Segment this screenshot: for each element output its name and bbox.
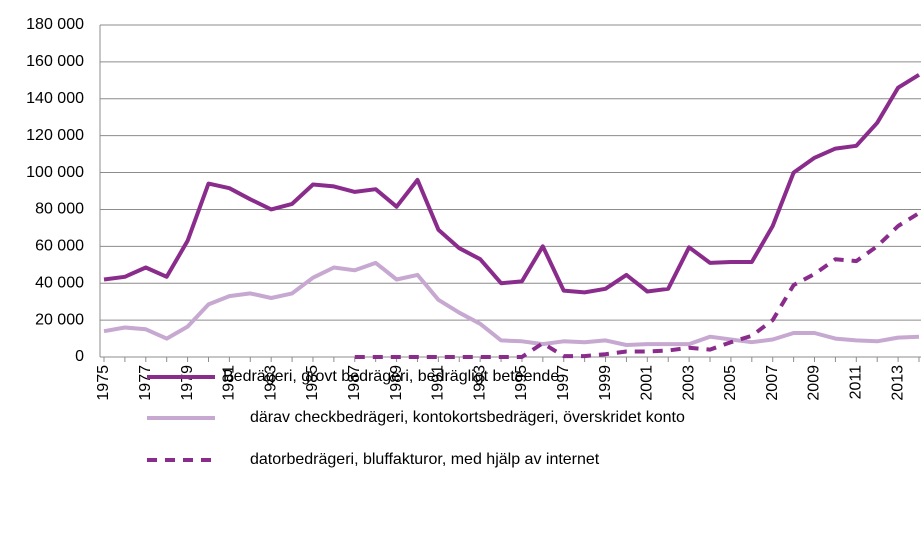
y-tick-label: 60 000	[35, 238, 84, 255]
x-tick-label: 2001	[639, 365, 656, 401]
y-tick-label: 180 000	[26, 16, 84, 33]
legend-label: Bedrägeri, grovt bedrägeri, bedrägligt b…	[223, 368, 559, 385]
x-tick-label: 1995	[513, 365, 530, 401]
series-line	[354, 211, 921, 359]
x-tick-label: 1989	[388, 365, 405, 401]
x-tick-label: 1977	[137, 365, 154, 401]
x-tick-label: 1997	[555, 365, 572, 401]
x-tick-label: 1987	[346, 365, 363, 401]
x-tick-label: 2005	[722, 365, 739, 401]
x-tick-label: 1985	[304, 365, 321, 401]
series-line	[103, 260, 920, 347]
y-tick-label: 20 000	[35, 311, 84, 328]
x-tick-label: 1975	[95, 365, 112, 401]
x-tick-label: 2009	[806, 365, 823, 401]
legend-label: datorbedrägeri, bluffakturor, med hjälp …	[250, 451, 600, 468]
legend-label: därav checkbedrägeri, kontokortsbedräger…	[250, 409, 685, 426]
x-tick-label: 1983	[262, 365, 279, 401]
y-tick-label: 0	[75, 348, 84, 365]
y-tick-label: 100 000	[26, 164, 84, 181]
y-tick-label: 120 000	[26, 127, 84, 144]
y-tick-label: 160 000	[26, 53, 84, 70]
x-tick-label: 1993	[471, 365, 488, 401]
y-tick-label: 40 000	[35, 274, 84, 291]
x-tick-label: 2007	[764, 365, 781, 401]
x-tick-label: 1979	[179, 365, 196, 401]
x-tick-label: 1981	[221, 365, 238, 401]
x-tick-label: 2011	[848, 365, 865, 400]
x-tick-label: 2013	[889, 365, 906, 401]
x-tick-label: 1991	[430, 365, 447, 401]
y-tick-label: 140 000	[26, 90, 84, 107]
x-tick-label: 1999	[597, 365, 614, 401]
x-tick-label: 2003	[680, 365, 697, 401]
y-tick-label: 80 000	[35, 201, 84, 218]
series-line	[103, 73, 921, 295]
